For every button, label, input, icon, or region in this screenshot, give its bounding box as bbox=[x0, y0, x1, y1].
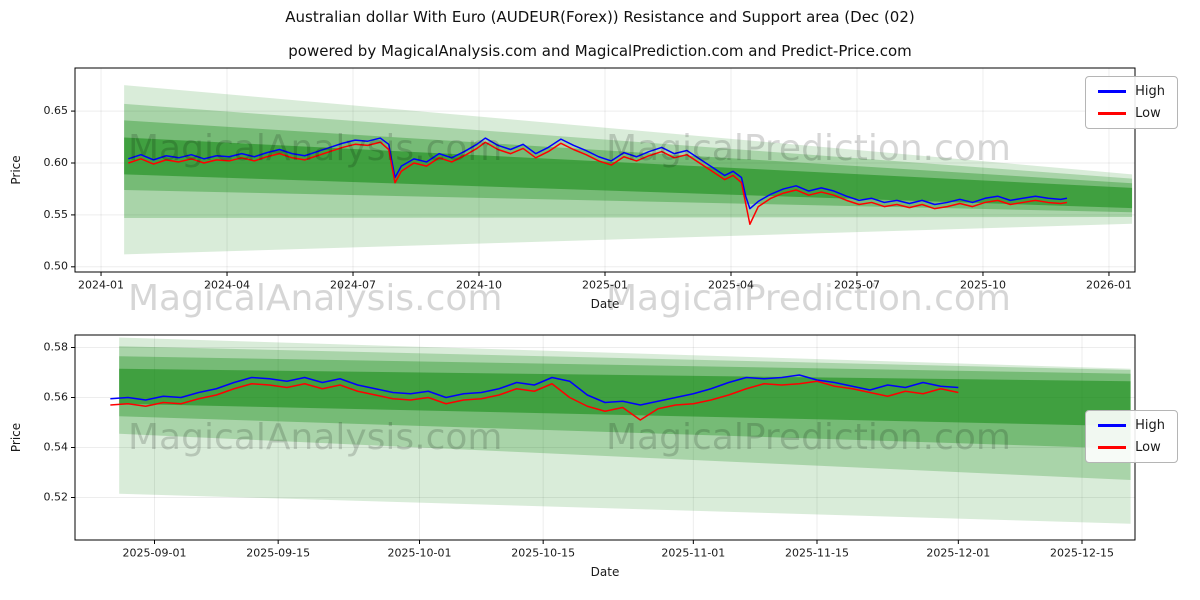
legend-item-high: High bbox=[1098, 84, 1165, 99]
legend-item-low: Low bbox=[1098, 440, 1165, 455]
high-line-sample bbox=[1098, 90, 1127, 93]
legend-label-high: High bbox=[1135, 418, 1165, 433]
legend-label-low: Low bbox=[1135, 440, 1161, 455]
legend-label-high: High bbox=[1135, 84, 1165, 99]
chart-subtitle: powered by MagicalAnalysis.com and Magic… bbox=[288, 42, 912, 60]
chart-title: Australian dollar With Euro (AUDEUR(Fore… bbox=[285, 8, 915, 26]
high-line-sample bbox=[1098, 424, 1127, 427]
legend-item-low: Low bbox=[1098, 106, 1165, 121]
top-chart-legend: High Low bbox=[1085, 76, 1178, 129]
low-line-sample bbox=[1098, 112, 1127, 115]
legend-item-high: High bbox=[1098, 418, 1165, 433]
low-line-sample bbox=[1098, 446, 1127, 449]
legend-label-low: Low bbox=[1135, 106, 1161, 121]
bottom-chart-legend: High Low bbox=[1085, 410, 1178, 463]
